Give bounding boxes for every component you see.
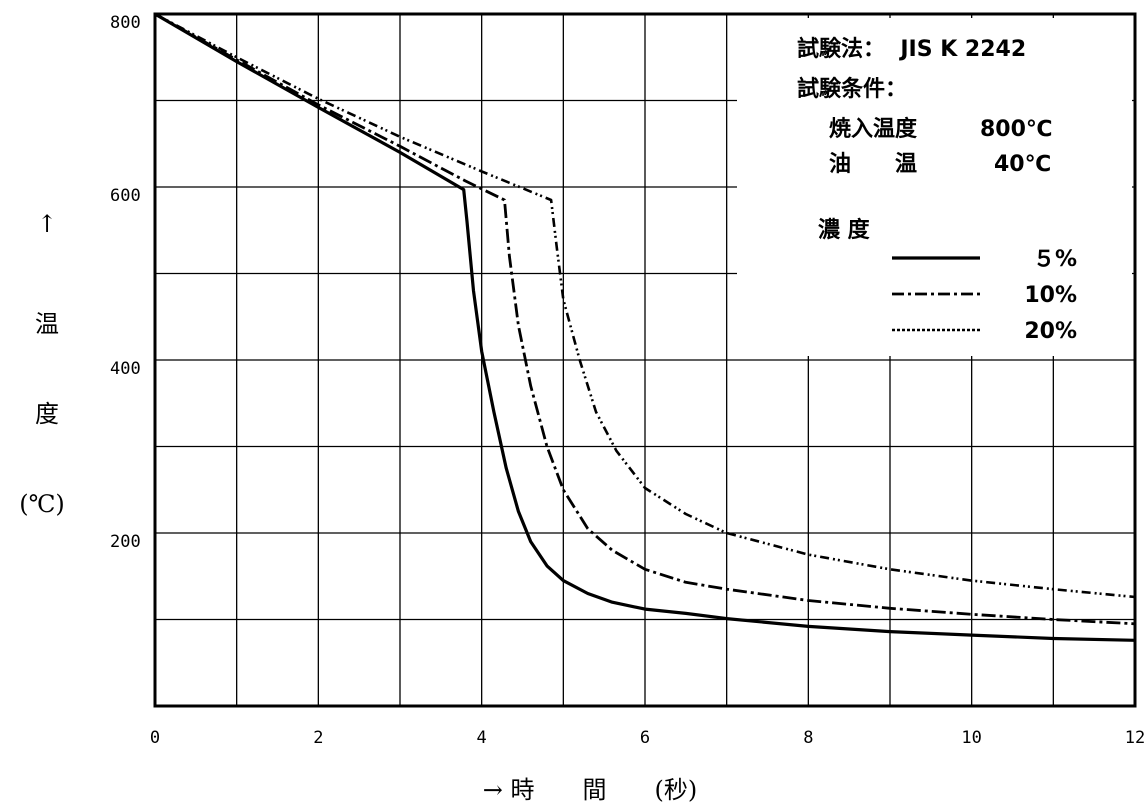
y-label-unit: (℃) [19,490,65,518]
legend-label: ５% [1033,247,1077,272]
y-tick-label: 400 [110,359,141,379]
oil-temp-value: 40℃ [994,152,1051,177]
x-tick-label: 4 [477,728,487,748]
y-label-char-2: 度 [35,400,59,428]
y-axis-label: ↑ 温 度 (℃) [19,210,65,518]
y-tick-labels: 200 400 600 800 [110,13,141,552]
quench-temp-label: 焼入温度 [829,116,918,142]
legend-label: 20% [1024,319,1077,344]
legend-label: 10% [1024,283,1077,308]
series-line-dashdotdot [154,12,1136,599]
plot-frame [153,12,1137,708]
series-line-solid [154,12,1136,642]
x-tick-label: 12 [1125,728,1144,748]
legend: ５% 10% 20% [892,247,1077,344]
y-tick-label: 600 [110,186,141,206]
x-tick-label: 0 [150,728,160,748]
quench-temp-value: 800℃ [980,117,1053,142]
oil-temp-label: 油 温 [829,152,917,177]
info-box: 試験法： JIS K 2242 試験条件： 焼入温度 800℃ 油 温 40℃ … [797,36,1053,243]
info-box-background [737,18,1132,356]
x-tick-label: 6 [640,728,650,748]
series-lines [154,12,1136,642]
x-tick-labels: 0 2 4 6 8 10 12 [150,728,1144,748]
x-tick-label: 2 [313,728,323,748]
series-line-dashdot [154,12,1136,626]
y-label-char-1: 温 [35,310,59,338]
test-method: 試験法： JIS K 2242 [797,36,1026,62]
y-label-arrow: ↑ [37,210,57,238]
x-axis-label: → 時 間 (秒) [483,776,697,804]
test-conditions-title: 試験条件： [797,76,907,102]
y-tick-label: 200 [110,532,141,552]
x-tick-label: 8 [803,728,813,748]
x-tick-label: 10 [961,728,981,748]
y-tick-label: 800 [110,13,141,33]
concentration-title: 濃 度 [818,217,871,243]
